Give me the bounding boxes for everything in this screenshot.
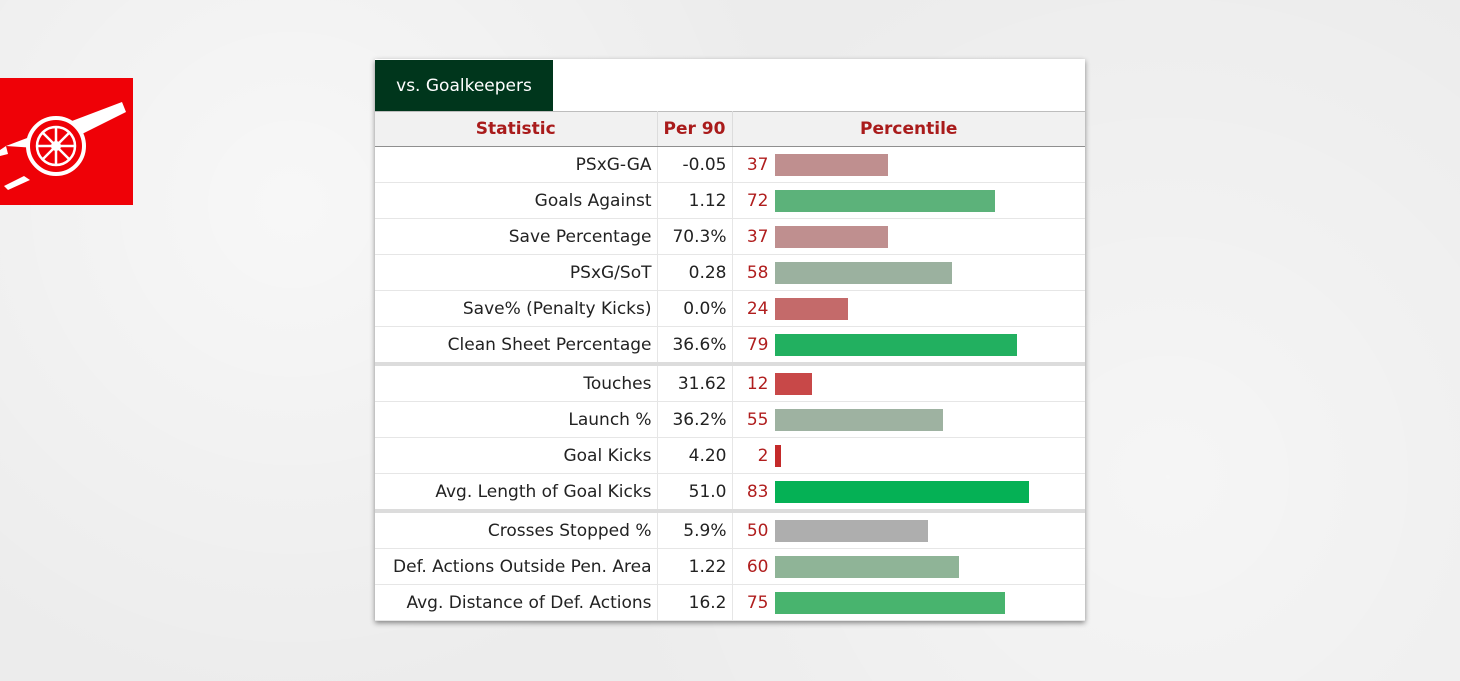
- stat-name: Clean Sheet Percentage: [375, 326, 658, 365]
- per90-value: 1.22: [657, 548, 733, 585]
- percentile-label: 72: [746, 190, 769, 211]
- percentile-cell: 72: [732, 182, 1085, 219]
- percentile-bar: [774, 154, 888, 176]
- per90-value: 5.9%: [657, 509, 733, 549]
- table-row: Launch % 36.2% 55: [375, 401, 1085, 438]
- percentile-cell: 58: [732, 254, 1085, 291]
- stat-name: PSxG-GA: [375, 146, 658, 183]
- percentile-label: 50: [746, 520, 769, 541]
- percentile-label: 79: [746, 334, 769, 355]
- table-row: Goals Against 1.12 72: [375, 182, 1085, 219]
- percentile-bar: [774, 190, 995, 212]
- percentile-bar: [774, 592, 1005, 614]
- header-percentile[interactable]: Percentile: [732, 111, 1085, 147]
- percentile-bar: [774, 409, 943, 431]
- percentile-label: 37: [746, 154, 769, 175]
- percentile-bar: [774, 334, 1017, 356]
- percentile-label: 75: [746, 592, 769, 613]
- percentile-cell: 55: [732, 401, 1085, 438]
- percentile-label: 58: [746, 262, 769, 283]
- stat-name: Save Percentage: [375, 218, 658, 255]
- table-row: Clean Sheet Percentage 36.6% 79: [375, 326, 1085, 365]
- table-row: Crosses Stopped % 5.9% 50: [375, 509, 1085, 549]
- stat-name: Def. Actions Outside Pen. Area: [375, 548, 658, 585]
- percentile-cell: 24: [732, 290, 1085, 327]
- tab-vs-goalkeepers[interactable]: vs. Goalkeepers: [375, 60, 553, 111]
- percentile-cell: 50: [732, 509, 1085, 549]
- percentile-bar: [774, 298, 848, 320]
- percentile-cell: 75: [732, 584, 1085, 621]
- club-logo: [0, 78, 133, 205]
- per90-value: 1.12: [657, 182, 733, 219]
- tab-strip: vs. Goalkeepers: [375, 59, 1085, 111]
- per90-value: 31.62: [657, 362, 733, 402]
- percentile-label: 83: [746, 481, 769, 502]
- stat-name: Avg. Length of Goal Kicks: [375, 473, 658, 512]
- percentile-label: 24: [746, 298, 769, 319]
- percentile-cell: 60: [732, 548, 1085, 585]
- percentile-bar: [774, 262, 952, 284]
- percentile-cell: 79: [732, 326, 1085, 365]
- percentile-bar: [774, 520, 928, 542]
- percentile-bar: [774, 373, 812, 395]
- per90-value: 70.3%: [657, 218, 733, 255]
- percentile-table: Statistic Per 90 Percentile PSxG-GA -0.05…: [375, 111, 1085, 621]
- table-row: Goal Kicks 4.20 2: [375, 437, 1085, 474]
- table-row: Save% (Penalty Kicks) 0.0% 24: [375, 290, 1085, 327]
- percentile-cell: 37: [732, 218, 1085, 255]
- header-statistic[interactable]: Statistic: [375, 111, 658, 147]
- percentile-label: 2: [757, 445, 769, 466]
- table-row: PSxG-GA -0.05 37: [375, 146, 1085, 183]
- table-row: Touches 31.62 12: [375, 362, 1085, 402]
- percentile-bar: [774, 556, 959, 578]
- stat-name: PSxG/SoT: [375, 254, 658, 291]
- percentile-bar: [774, 226, 888, 248]
- table-body: PSxG-GA -0.05 37 Goals Against 1.12 72 Save Pe…: [375, 146, 1085, 621]
- header-per90[interactable]: Per 90: [657, 111, 733, 147]
- percentile-cell: 83: [732, 473, 1085, 512]
- percentile-label: 60: [746, 556, 769, 577]
- cannon-icon: [0, 102, 126, 190]
- table-header-row: Statistic Per 90 Percentile: [375, 111, 1085, 147]
- per90-value: 36.6%: [657, 326, 733, 365]
- stat-name: Avg. Distance of Def. Actions: [375, 584, 658, 621]
- per90-value: 36.2%: [657, 401, 733, 438]
- percentile-cell: 2: [732, 437, 1085, 474]
- stat-name: Crosses Stopped %: [375, 509, 658, 549]
- per90-value: 0.0%: [657, 290, 733, 327]
- percentile-cell: 12: [732, 362, 1085, 402]
- per90-value: 0.28: [657, 254, 733, 291]
- stat-name: Save% (Penalty Kicks): [375, 290, 658, 327]
- table-row: Def. Actions Outside Pen. Area 1.22 60: [375, 548, 1085, 585]
- percentile-bar: [774, 445, 781, 467]
- stats-card: vs. Goalkeepers Statistic Per 90 Percent…: [375, 59, 1085, 621]
- table-row: Avg. Distance of Def. Actions 16.2 75: [375, 584, 1085, 621]
- percentile-label: 12: [746, 373, 769, 394]
- table-row: Save Percentage 70.3% 37: [375, 218, 1085, 255]
- table-row: PSxG/SoT 0.28 58: [375, 254, 1085, 291]
- percentile-label: 55: [746, 409, 769, 430]
- stat-name: Launch %: [375, 401, 658, 438]
- stat-name: Goals Against: [375, 182, 658, 219]
- percentile-cell: 37: [732, 146, 1085, 183]
- per90-value: -0.05: [657, 146, 733, 183]
- stat-name: Touches: [375, 362, 658, 402]
- per90-value: 4.20: [657, 437, 733, 474]
- stat-name: Goal Kicks: [375, 437, 658, 474]
- per90-value: 16.2: [657, 584, 733, 621]
- table-row: Avg. Length of Goal Kicks 51.0 83: [375, 473, 1085, 512]
- per90-value: 51.0: [657, 473, 733, 512]
- percentile-label: 37: [746, 226, 769, 247]
- percentile-bar: [774, 481, 1029, 503]
